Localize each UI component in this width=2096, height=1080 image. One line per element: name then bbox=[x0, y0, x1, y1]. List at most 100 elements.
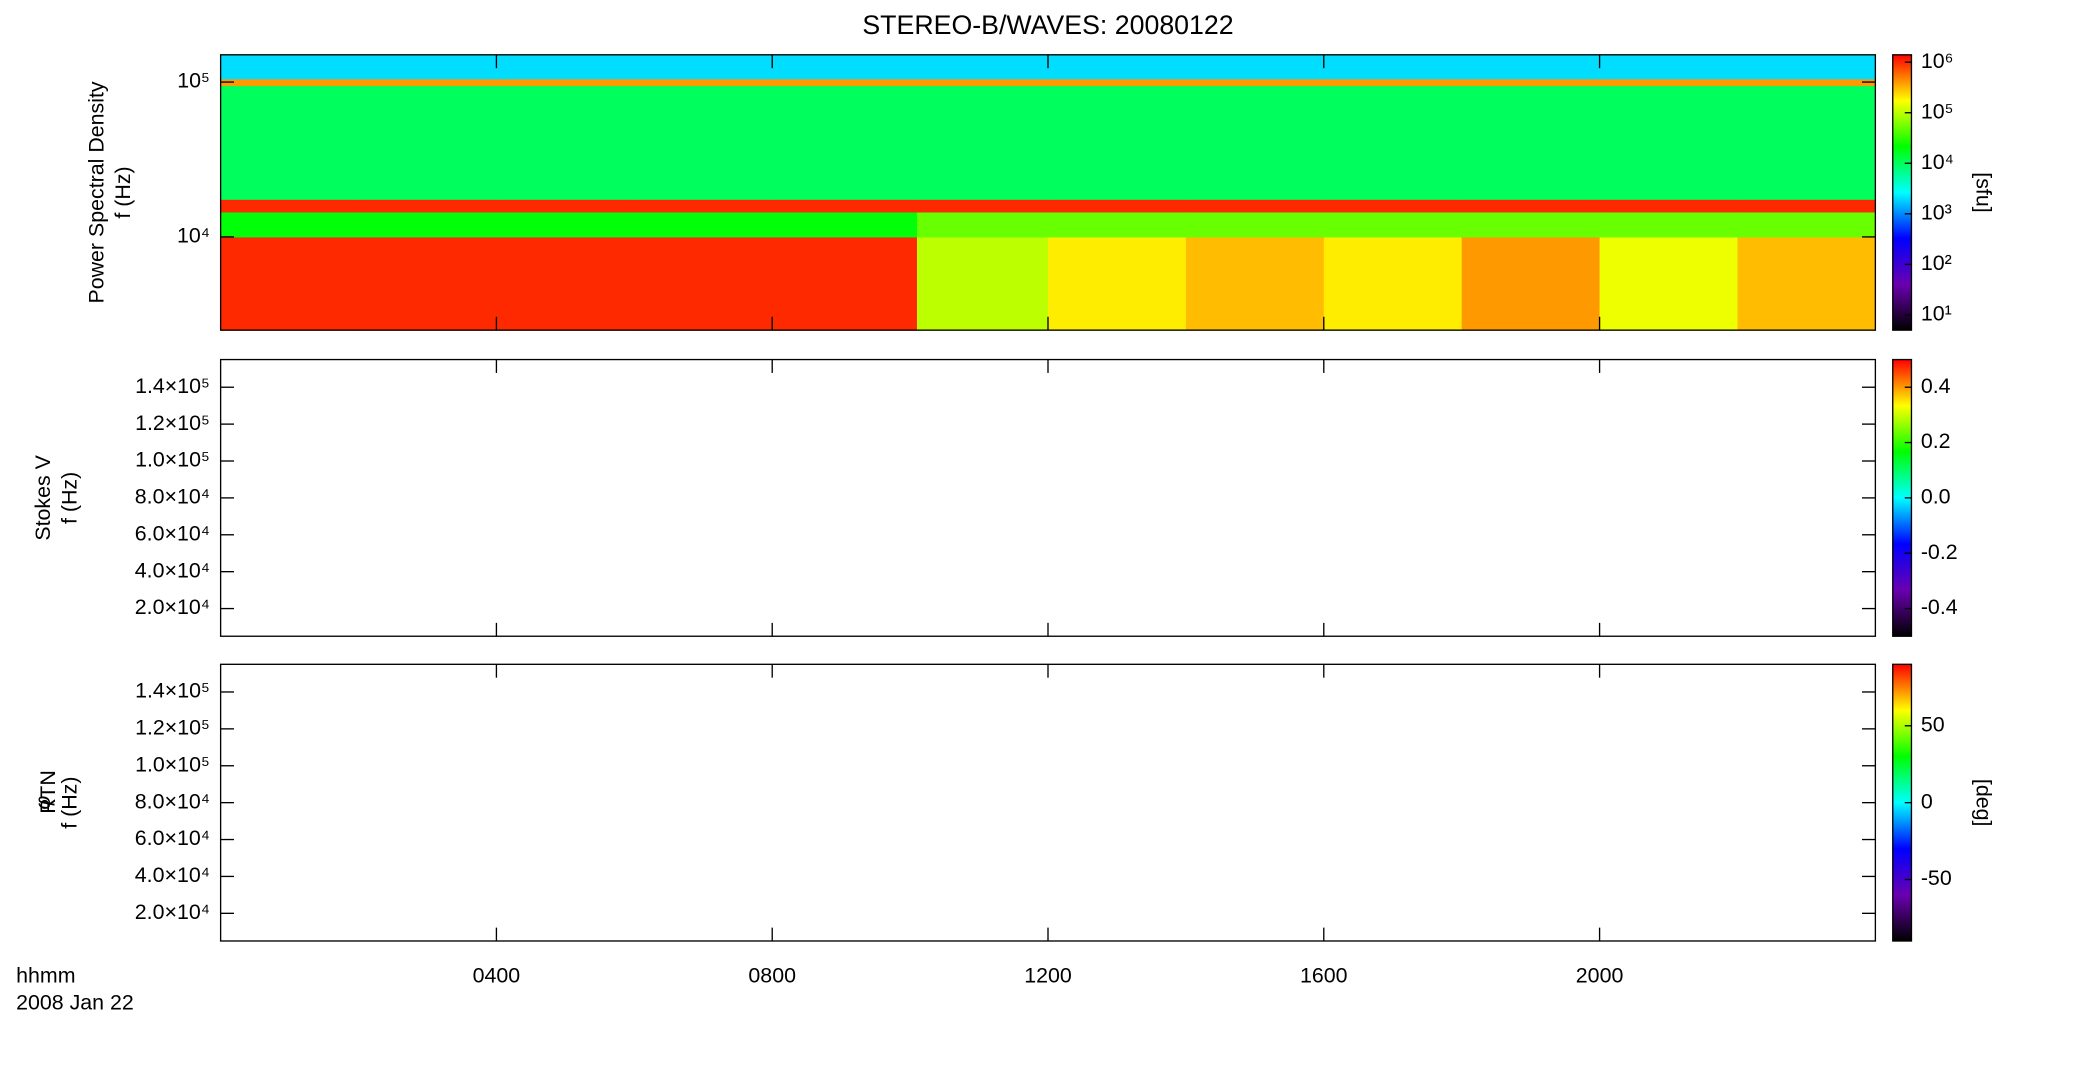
y-tick-label: 1.4×10⁵ bbox=[135, 679, 210, 703]
heatmap-cell bbox=[220, 85, 360, 200]
plot-frame bbox=[219, 358, 1877, 637]
heatmap-cell bbox=[1048, 85, 1187, 200]
heatmap-cell bbox=[496, 211, 635, 238]
heatmap-cell bbox=[772, 78, 918, 87]
x-tick-label: 2000 bbox=[1576, 964, 1624, 988]
heatmap-cell bbox=[634, 78, 773, 87]
colorbar bbox=[1892, 54, 1913, 331]
y-tick-label: 1.4×10⁵ bbox=[135, 374, 210, 398]
y-tick-label: 6.0×10⁴ bbox=[135, 826, 210, 850]
heatmap-cell bbox=[1185, 236, 1325, 331]
heatmap-cell bbox=[634, 54, 773, 80]
colorbar-tick-label: 0.0 bbox=[1921, 485, 1951, 509]
heatmap-cell bbox=[1185, 54, 1325, 80]
y-axis-label: f (Hz) bbox=[58, 777, 82, 829]
heatmap-cell bbox=[220, 236, 360, 331]
heatmap-cell bbox=[358, 78, 497, 87]
heatmap-cell bbox=[1048, 236, 1187, 331]
colorbar-tick-label: -0.2 bbox=[1921, 540, 1958, 564]
heatmap-cell bbox=[1737, 85, 1876, 200]
x-axis-label: hhmm bbox=[16, 964, 75, 988]
heatmap-cell bbox=[496, 199, 635, 213]
colorbar-tick-label: 10³ bbox=[1921, 200, 1952, 224]
heatmap-cell bbox=[358, 54, 497, 80]
x-tick-label: 0800 bbox=[748, 964, 796, 988]
y-tick-label: 8.0×10⁴ bbox=[135, 789, 210, 813]
heatmap-cell bbox=[1461, 199, 1601, 213]
heatmap-cell bbox=[1599, 236, 1739, 331]
y-tick-label: 4.0×10⁴ bbox=[135, 863, 210, 887]
heatmap-cell bbox=[1048, 54, 1187, 80]
x-axis-label: 2008 Jan 22 bbox=[16, 990, 134, 1014]
heatmap-cell bbox=[634, 85, 773, 200]
heatmap-cell bbox=[916, 54, 1049, 80]
heatmap-cell bbox=[772, 85, 918, 200]
heatmap-cell bbox=[1461, 211, 1601, 238]
heatmap-cell bbox=[772, 211, 918, 238]
heatmap-cell bbox=[1599, 211, 1739, 238]
colorbar-tick-label: 0.4 bbox=[1921, 374, 1951, 398]
x-tick-label: 0400 bbox=[473, 964, 521, 988]
heatmap-cell bbox=[220, 199, 360, 213]
colorbar-label: [sfu] bbox=[1972, 172, 1996, 212]
heatmap-cell bbox=[1599, 54, 1739, 80]
heatmap-cell bbox=[1737, 199, 1876, 213]
y-tick-label: 4.0×10⁴ bbox=[135, 558, 210, 582]
colorbar-tick-label: 50 bbox=[1921, 712, 1945, 736]
heatmap-cell bbox=[358, 85, 497, 200]
colorbar-tick-label: -0.4 bbox=[1921, 595, 1958, 619]
heatmap-cell bbox=[1599, 199, 1739, 213]
plot-frame bbox=[219, 663, 1877, 942]
heatmap-cell bbox=[358, 236, 497, 331]
heatmap-cell bbox=[1323, 211, 1463, 238]
heatmap-cell bbox=[916, 78, 1049, 87]
heatmap-cell bbox=[1737, 236, 1876, 331]
y-axis-label: φ bbox=[31, 796, 55, 810]
heatmap-cell bbox=[1599, 85, 1739, 200]
colorbar-tick-label: 10¹ bbox=[1921, 302, 1952, 326]
y-axis-label: f (Hz) bbox=[111, 166, 135, 218]
heatmap-cell bbox=[1461, 236, 1601, 331]
heatmap-cell bbox=[1323, 54, 1463, 80]
y-axis-label: Stokes V bbox=[31, 454, 55, 540]
heatmap-cell bbox=[1737, 78, 1876, 87]
y-tick-label: 1.0×10⁵ bbox=[135, 752, 210, 776]
colorbar-tick-label: 10² bbox=[1921, 251, 1952, 275]
heatmap-cell bbox=[1048, 78, 1187, 87]
heatmap-cell bbox=[1048, 211, 1187, 238]
heatmap-cell bbox=[496, 78, 635, 87]
heatmap-cell bbox=[358, 199, 497, 213]
heatmap-cell bbox=[1323, 199, 1463, 213]
heatmap-cell bbox=[634, 236, 773, 331]
y-axis-label-subscript: RTN bbox=[36, 770, 60, 814]
y-axis-label: Power Spectral Density bbox=[84, 81, 108, 303]
y-tick-label: 6.0×10⁴ bbox=[135, 521, 210, 545]
y-tick-label: 10⁴ bbox=[177, 224, 210, 248]
heatmap-cell bbox=[1599, 78, 1739, 87]
heatmap-cell bbox=[772, 236, 918, 331]
heatmap-cell bbox=[1185, 199, 1325, 213]
heatmap-cell bbox=[220, 54, 360, 80]
colorbar-label: [deg] bbox=[1972, 779, 1996, 827]
heatmap-cell bbox=[1048, 199, 1187, 213]
y-tick-label: 1.0×10⁵ bbox=[135, 448, 210, 472]
heatmap-cell bbox=[1185, 85, 1325, 200]
heatmap-cell bbox=[634, 211, 773, 238]
heatmap-cell bbox=[772, 199, 918, 213]
heatmap-cell bbox=[496, 85, 635, 200]
y-tick-label: 2.0×10⁴ bbox=[135, 900, 210, 924]
colorbar-tick-label: 10⁴ bbox=[1921, 150, 1954, 174]
y-tick-label: 8.0×10⁴ bbox=[135, 485, 210, 509]
heatmap-cell bbox=[1323, 236, 1463, 331]
heatmap-cell bbox=[1461, 54, 1601, 80]
y-axis-label: f (Hz) bbox=[58, 472, 82, 524]
heatmap-cell bbox=[1461, 85, 1601, 200]
heatmap-cell bbox=[916, 211, 1049, 238]
colorbar-tick-label: 0 bbox=[1921, 789, 1933, 813]
heatmap-cell bbox=[1185, 211, 1325, 238]
y-tick-label: 2.0×10⁴ bbox=[135, 595, 210, 619]
heatmap-cell bbox=[634, 199, 773, 213]
heatmap-cell bbox=[1461, 78, 1601, 87]
heatmap-cell bbox=[220, 78, 360, 87]
